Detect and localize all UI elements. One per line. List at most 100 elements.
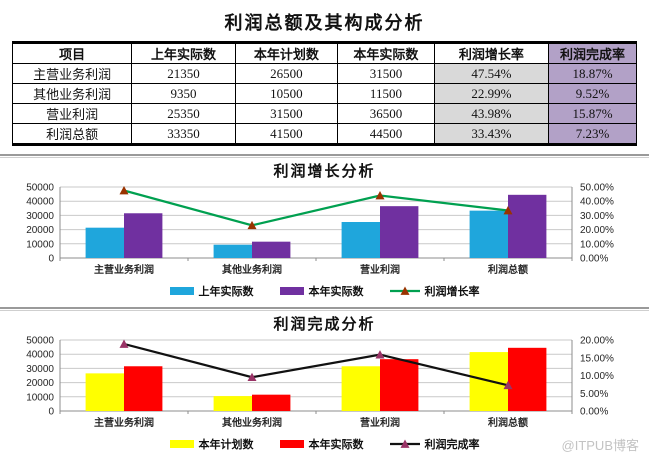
legend-line-marker-icon [389,286,420,295]
legend-label: 利润增长率 [424,286,480,298]
table-header-row: 项目 上年实际数 本年计划数 本年实际数 利润增长率 利润完成率 [11,42,638,64]
legend-swatch-icon [169,287,194,295]
profit-table: 项目 上年实际数 本年计划数 本年实际数 利润增长率 利润完成率 主营业务利润 … [11,41,638,146]
completion-chart-legend: 本年计划数 本年实际数 利润完成率 [0,436,649,452]
bar-series1-cat2 [380,359,419,411]
left-axis-tick-label: 20000 [26,225,54,236]
cell-growth-rate: 43.98% [433,103,549,124]
row-label: 其他业务利润 [11,83,133,104]
line-marker-cat3 [503,206,513,215]
bar-series0-cat0 [85,373,124,411]
legend-swatch-icon [279,440,304,448]
bar-series1-cat3 [508,347,547,411]
right-axis-tick-label: 15.00% [580,353,614,364]
category-label: 营业利润 [360,416,400,429]
col-header-plan: 本年计划数 [234,42,339,64]
cell-plan: 41500 [234,123,339,145]
row-label: 主营业务利润 [11,63,133,84]
right-axis-tick-label: 10.00% [580,371,614,382]
right-axis-tick-label: 30.00% [580,211,614,222]
legend-label: 本年计划数 [198,439,254,451]
cell-prev-actual: 25350 [131,103,236,124]
category-label: 利润总额 [488,263,528,276]
col-header-completion-rate: 利润完成率 [547,42,638,64]
completion-chart-canvas: 0 10000 20000 30000 40000 50000 0.00% 5.00% 10.0… [26,336,614,430]
legend-swatch-icon [169,440,194,448]
bar-series1-cat2 [380,206,419,258]
left-axis-tick-label: 10000 [26,239,54,250]
line-marker-cat1 [247,372,257,382]
section-divider [0,307,649,311]
left-axis-tick-label: 0 [48,254,54,265]
line-marker-cat2 [375,350,385,359]
cell-plan: 31500 [234,103,339,124]
growth-chart-section: 利润增长分析 0 10000 20000 30000 40000 50000 0.00% 10… [0,160,649,299]
cell-completion-rate: 7.23% [547,123,638,145]
legend-item: 上年实际数 [169,283,254,299]
legend-line-marker-icon [389,439,420,448]
cell-completion-rate: 15.87% [547,103,638,124]
category-label: 其他业务利润 [222,263,282,276]
row-label: 营业利润 [11,103,133,124]
completion-chart-title: 利润完成分析 [273,317,376,333]
left-axis-tick-label: 20000 [26,378,54,389]
line-marker-cat0 [119,185,129,195]
bar-series0-cat2 [341,366,380,411]
cell-growth-rate: 22.99% [433,83,549,104]
cell-prev-actual: 33350 [131,123,236,145]
bar-series1-cat0 [124,213,163,258]
left-axis-tick-label: 50000 [26,183,54,194]
legend-item: 本年实际数 [279,436,364,452]
left-axis-tick-label: 0 [48,407,54,418]
bar-series0-cat1 [213,396,252,411]
table-row: 营业利润 25350 31500 36500 43.98% 15.87% [11,103,638,124]
legend-item: 利润增长率 [389,283,480,299]
left-axis-tick-label: 40000 [26,197,54,208]
cell-prev-actual: 21350 [131,63,236,84]
cell-growth-rate: 47.54% [433,63,549,84]
legend-label: 上年实际数 [198,286,254,298]
right-axis-tick-label: 5.00% [580,389,608,400]
category-label: 主营业务利润 [94,416,154,429]
left-axis-tick-label: 30000 [26,211,54,222]
cell-cur-actual: 11500 [337,83,435,104]
right-axis-tick-label: 0.00% [580,254,608,265]
right-axis-tick-label: 0.00% [580,407,608,418]
growth-chart-canvas: 0 10000 20000 30000 40000 50000 0.00% 10.00% 20.… [26,183,614,277]
bar-series0-cat3 [469,210,508,258]
bar-series1-cat1 [252,394,291,411]
watermark: @ITPUB博客 [561,438,639,453]
table-row: 主营业务利润 21350 26500 31500 47.54% 18.87% [11,63,638,84]
legend-label: 本年实际数 [308,439,364,451]
rate-line [123,342,509,387]
growth-chart-legend: 上年实际数 本年实际数 利润增长率 [0,283,649,299]
line-marker-cat2 [375,191,385,200]
left-axis-tick-label: 30000 [26,364,54,375]
legend-label: 利润完成率 [424,439,480,451]
left-axis-tick-label: 40000 [26,350,54,361]
right-axis-tick-label: 40.00% [580,197,614,208]
cell-growth-rate: 33.43% [433,123,549,145]
legend-swatch-icon [279,287,304,295]
line-marker-cat0 [119,339,129,348]
col-header-item: 项目 [11,42,133,64]
left-axis-tick-label: 50000 [26,336,54,347]
col-header-cur-actual: 本年实际数 [337,42,435,64]
right-axis-tick-label: 10.00% [580,239,614,250]
category-label: 主营业务利润 [94,263,154,276]
bar-series0-cat1 [213,244,252,258]
table-row: 利润总额 33350 41500 44500 33.43% 7.23% [11,123,638,145]
legend-item: 本年实际数 [279,283,364,299]
line-marker-cat3 [503,380,513,390]
col-header-growth-rate: 利润增长率 [433,42,549,64]
cell-completion-rate: 18.87% [547,63,638,84]
growth-chart-title: 利润增长分析 [273,164,376,180]
right-axis-tick-label: 20.00% [580,336,614,347]
legend-item: 利润完成率 [389,436,480,452]
category-label: 其他业务利润 [222,416,282,429]
cell-cur-actual: 44500 [337,123,435,145]
section-divider [0,154,649,158]
cell-prev-actual: 9350 [131,83,236,104]
line-marker-cat1 [247,220,257,230]
